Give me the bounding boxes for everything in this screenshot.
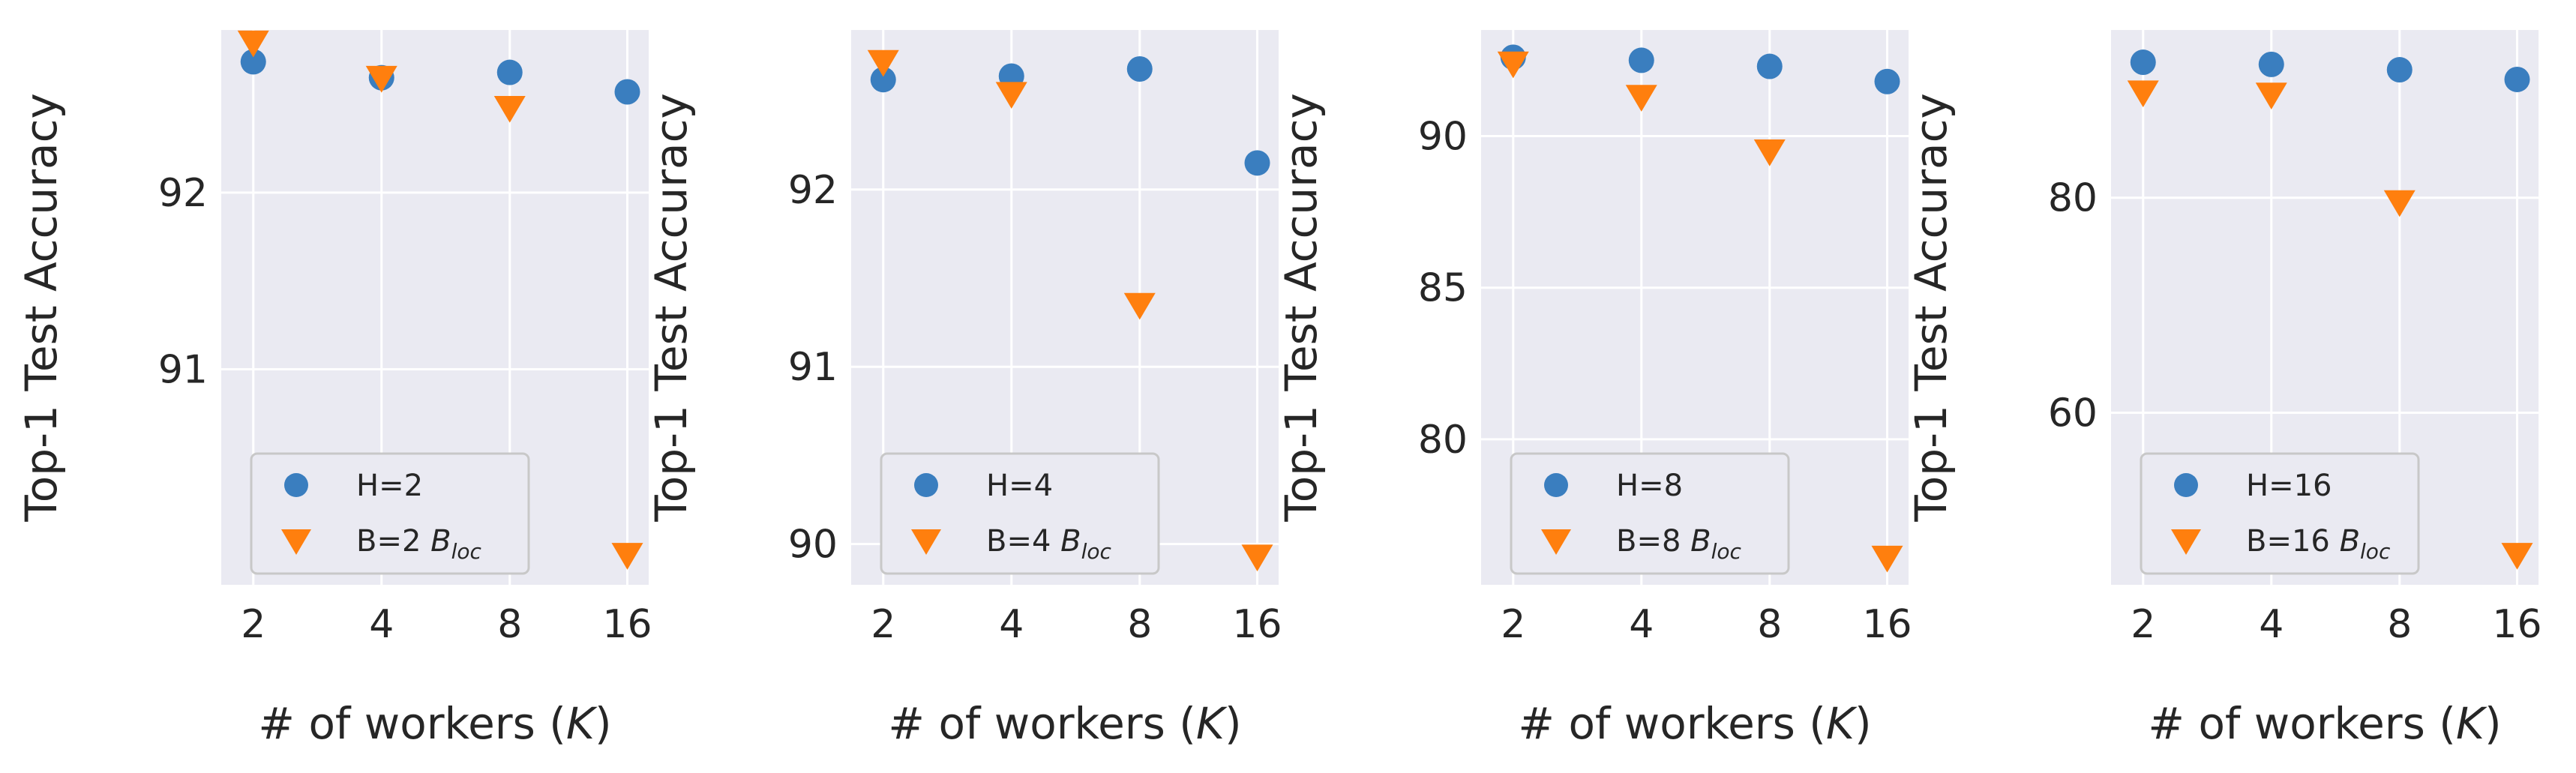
x-tick-label: 8: [2387, 602, 2412, 647]
chart-panel-1: 2 4 8 16 91 92 Top-1 Test Accuracy # of workers…: [16, 30, 652, 749]
legend-label: H=16: [2246, 469, 2332, 503]
x-tick-label: 4: [999, 602, 1024, 647]
y-tick-label: 80: [2048, 176, 2098, 221]
legend-label: B=8 Bloc: [1616, 524, 1741, 564]
data-point-triangle: [611, 543, 643, 570]
data-point-triangle: [995, 82, 1027, 109]
legend-marker-circle: [2174, 473, 2198, 497]
data-point-triangle: [365, 65, 397, 93]
y-tick-label: 60: [2048, 391, 2098, 436]
x-tick-label: 8: [497, 602, 522, 647]
legend-box: [880, 452, 1160, 575]
y-axis-label: Top-1 Test Accuracy: [646, 93, 697, 523]
chart-panel-3: 2 4 8 16 80 85 90 Top-1 Test Accuracy # of worke…: [1276, 30, 1912, 749]
y-tick-label: 92: [158, 171, 208, 216]
x-tick-label: 16: [2492, 602, 2542, 647]
y-axis-label: Top-1 Test Accuracy: [1906, 93, 1957, 523]
data-point-circle: [1756, 53, 1783, 79]
data-point-triangle: [1625, 85, 1657, 112]
legend-label: H=2: [356, 469, 423, 503]
data-point-circle: [2386, 57, 2413, 83]
data-point-triangle: [1871, 545, 1903, 573]
legend-marker-triangle: [1541, 529, 1571, 555]
y-tick-label: 91: [788, 345, 838, 390]
legend-box: [2140, 452, 2420, 575]
x-tick-label: 16: [1232, 602, 1282, 647]
y-axis-label: Top-1 Test Accuracy: [1276, 93, 1327, 523]
data-point-circle: [870, 67, 896, 93]
legend-box: [250, 452, 530, 575]
x-tick-label: 4: [2259, 602, 2284, 647]
data-point-circle: [496, 59, 523, 85]
legend-label: H=4: [986, 469, 1053, 503]
x-tick-label: 8: [1127, 602, 1152, 647]
data-point-triangle: [867, 49, 899, 77]
data-point-circle: [2130, 49, 2156, 76]
data-point-triangle: [2255, 82, 2287, 109]
data-point-triangle: [237, 30, 269, 58]
legend-marker-triangle: [281, 529, 311, 555]
y-tick-label: 92: [788, 168, 838, 213]
x-axis-label: # of workers (K): [258, 698, 611, 749]
data-point-triangle: [1123, 292, 1156, 320]
legend-marker-circle: [284, 473, 308, 497]
legend-marker-circle: [914, 473, 938, 497]
legend-box: [1510, 452, 1790, 575]
legend-marker-triangle: [911, 529, 941, 555]
x-tick-label: 4: [1629, 602, 1654, 647]
data-point-circle: [614, 79, 640, 105]
data-point-circle: [1874, 68, 1900, 94]
data-point-circle: [240, 49, 266, 75]
chart-panel-4: 2 4 8 16 60 80 Top-1 Test Accuracy # of workers…: [1906, 30, 2542, 749]
data-point-triangle: [1753, 139, 1786, 166]
data-point-triangle: [493, 95, 526, 123]
x-axis-label: # of workers (K): [1518, 698, 1871, 749]
y-axis-label: Top-1 Test Accuracy: [16, 93, 67, 523]
legend-label: B=4 Bloc: [986, 524, 1111, 564]
data-point-triangle: [2127, 80, 2159, 108]
legend-marker-triangle: [2171, 529, 2201, 555]
data-point-triangle: [1241, 544, 1273, 572]
x-tick-label: 16: [602, 602, 652, 647]
x-tick-label: 2: [241, 602, 265, 647]
legend-label: B=2 Bloc: [356, 524, 481, 564]
x-tick-label: 16: [1862, 602, 1912, 647]
y-tick-label: 85: [1418, 266, 1468, 311]
x-axis-label: # of workers (K): [2148, 698, 2501, 749]
x-tick-label: 2: [1501, 602, 1525, 647]
x-tick-label: 2: [2131, 602, 2155, 647]
data-point-triangle: [1497, 51, 1529, 79]
x-tick-label: 2: [871, 602, 895, 647]
y-tick-label: 80: [1418, 418, 1468, 463]
data-point-triangle: [2501, 543, 2533, 570]
x-tick-label: 4: [369, 602, 394, 647]
data-point-circle: [2258, 51, 2284, 77]
x-axis-label: # of workers (K): [888, 698, 1241, 749]
chart-panel-2: 2 4 8 16 90 91 92 Top-1 Test Accuracy # of worke…: [646, 30, 1282, 749]
data-point-triangle: [2383, 190, 2416, 217]
data-point-circle: [1628, 47, 1654, 73]
x-tick-label: 8: [1757, 602, 1782, 647]
data-point-circle: [2504, 66, 2530, 92]
y-tick-label: 90: [788, 523, 838, 568]
legend-label: H=8: [1616, 469, 1683, 503]
legend-marker-circle: [1544, 473, 1568, 497]
legend-label: B=16 Bloc: [2246, 524, 2391, 564]
data-point-circle: [1244, 150, 1270, 176]
y-tick-label: 90: [1418, 115, 1468, 160]
data-point-circle: [1126, 56, 1153, 82]
y-tick-label: 91: [158, 347, 208, 392]
